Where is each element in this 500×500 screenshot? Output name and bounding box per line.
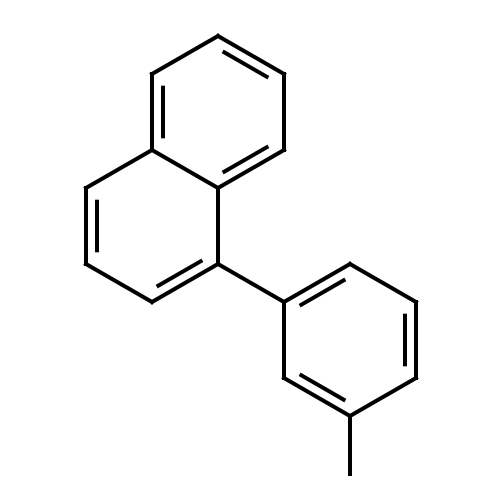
bond-line [350,378,416,416]
bond-line [350,264,416,302]
bond-line [152,36,218,74]
bond-line [224,147,266,171]
bond-line [86,264,152,302]
bond-line [86,150,152,188]
molecule-canvas [0,0,500,500]
bond-line [224,52,266,76]
bond-line [301,280,343,304]
bond-line [158,261,200,285]
bond-line [152,150,218,188]
bond-layer [86,36,416,474]
bond-line [218,264,284,302]
bond-line [301,375,343,399]
